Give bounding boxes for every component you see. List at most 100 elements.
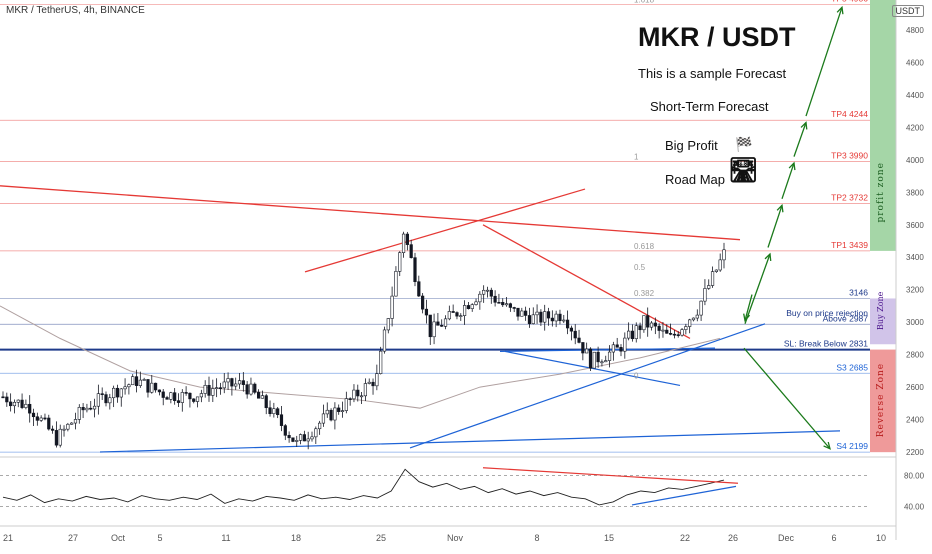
- candle-body: [337, 407, 341, 412]
- candle-body: [66, 423, 70, 430]
- candle-body: [493, 295, 497, 303]
- candle-body: [707, 285, 711, 289]
- buy-zone-band: [870, 298, 896, 345]
- candle-body: [440, 325, 444, 327]
- candle-body: [356, 389, 360, 397]
- candle-body: [501, 302, 505, 306]
- candle-body: [50, 428, 55, 431]
- currency-badge[interactable]: USDT: [891, 5, 924, 17]
- candle-body: [81, 407, 85, 411]
- reverse-zone-label: Reverse Zone: [876, 363, 886, 437]
- x-tick-label: 27: [68, 533, 78, 543]
- y-tick-label: 3800: [906, 188, 924, 197]
- projection-arrowhead: [800, 121, 808, 130]
- candle-body: [607, 351, 612, 361]
- candle-body: [546, 311, 551, 319]
- candle-body: [54, 430, 59, 446]
- candle-body: [455, 312, 459, 317]
- x-tick-label: 25: [376, 533, 386, 543]
- candle-body: [352, 389, 356, 400]
- candle-body: [253, 383, 257, 393]
- fib-label: 1: [634, 152, 639, 161]
- candle-body: [623, 337, 627, 352]
- y-tick-label: 4600: [906, 58, 924, 67]
- candle-body: [588, 348, 593, 369]
- candle-body: [585, 348, 589, 354]
- x-tick-label: 6: [831, 533, 836, 543]
- candle-body: [386, 318, 390, 331]
- candle-body: [134, 376, 139, 386]
- candle-body: [676, 334, 680, 336]
- level-label: S3 2685: [836, 362, 868, 372]
- candle-body: [417, 281, 421, 297]
- candle-body: [100, 393, 104, 395]
- rsi-divergence-blue: [631, 485, 737, 506]
- candle-body: [592, 351, 596, 369]
- candle-body: [375, 373, 379, 387]
- candle-body: [485, 289, 490, 292]
- candle-body: [340, 410, 345, 412]
- candle-body: [325, 409, 329, 415]
- profit-zone-label: profit zone: [876, 162, 886, 222]
- candle-body: [77, 407, 81, 420]
- x-tick-label: 22: [680, 533, 690, 543]
- candle-body: [310, 436, 314, 440]
- projection-arrowhead: [836, 5, 844, 15]
- candle-body: [157, 389, 162, 393]
- candle-body: [264, 395, 268, 409]
- candle-body: [447, 311, 451, 320]
- candle-body: [62, 428, 66, 431]
- candle-body: [401, 233, 406, 253]
- candle-body: [611, 344, 615, 353]
- candle-body: [466, 305, 471, 309]
- projection-arrowhead: [788, 161, 796, 171]
- candle-body: [295, 440, 299, 442]
- candle-body: [558, 313, 562, 322]
- moving-average-line: [0, 305, 721, 409]
- candle-body: [279, 414, 284, 426]
- level-label: Buy on price rejection: [786, 308, 868, 318]
- candle-body: [520, 310, 524, 317]
- candle-body: [615, 344, 619, 348]
- candle-body: [550, 317, 554, 322]
- candle-body: [672, 333, 677, 336]
- candle-body: [344, 398, 348, 411]
- lower-channel-line: [504, 350, 681, 387]
- fib-label: 0: [634, 372, 639, 381]
- candle-body: [211, 388, 215, 396]
- fib-label: 0.618: [634, 242, 655, 251]
- falling-red-line: [482, 224, 691, 339]
- candle-body: [535, 311, 539, 316]
- y-tick-label: 3600: [906, 221, 924, 230]
- y-tick-label: 2400: [906, 416, 924, 425]
- x-tick-label: Oct: [111, 533, 126, 543]
- candle-body: [470, 304, 474, 309]
- candle-body: [367, 381, 371, 384]
- x-tick-label: 15: [604, 533, 614, 543]
- candle-body: [39, 417, 43, 421]
- candle-body: [180, 392, 184, 403]
- candle-body: [451, 311, 455, 313]
- candle-body: [150, 382, 154, 393]
- candle-body: [619, 347, 623, 352]
- candle-body: [390, 295, 394, 319]
- candle-body: [554, 313, 558, 322]
- level-label: TP5 4956: [831, 0, 868, 4]
- road-map-label: Road Map: [665, 172, 725, 187]
- projection-segment: [793, 122, 807, 157]
- candle-body: [298, 434, 303, 441]
- candle-body: [657, 325, 661, 331]
- candle-body: [569, 327, 574, 332]
- candle-body: [409, 244, 413, 258]
- candle-body: [421, 295, 425, 310]
- candle-body: [691, 317, 696, 321]
- projection-segment: [767, 205, 783, 248]
- candle-body: [127, 384, 131, 388]
- candle-body: [321, 413, 326, 424]
- candle-body: [443, 318, 448, 327]
- candle-body: [31, 412, 36, 418]
- level-label: 3146: [849, 287, 868, 297]
- level-label: TP4 4244: [831, 109, 868, 119]
- level-label: Above 2987: [823, 313, 869, 323]
